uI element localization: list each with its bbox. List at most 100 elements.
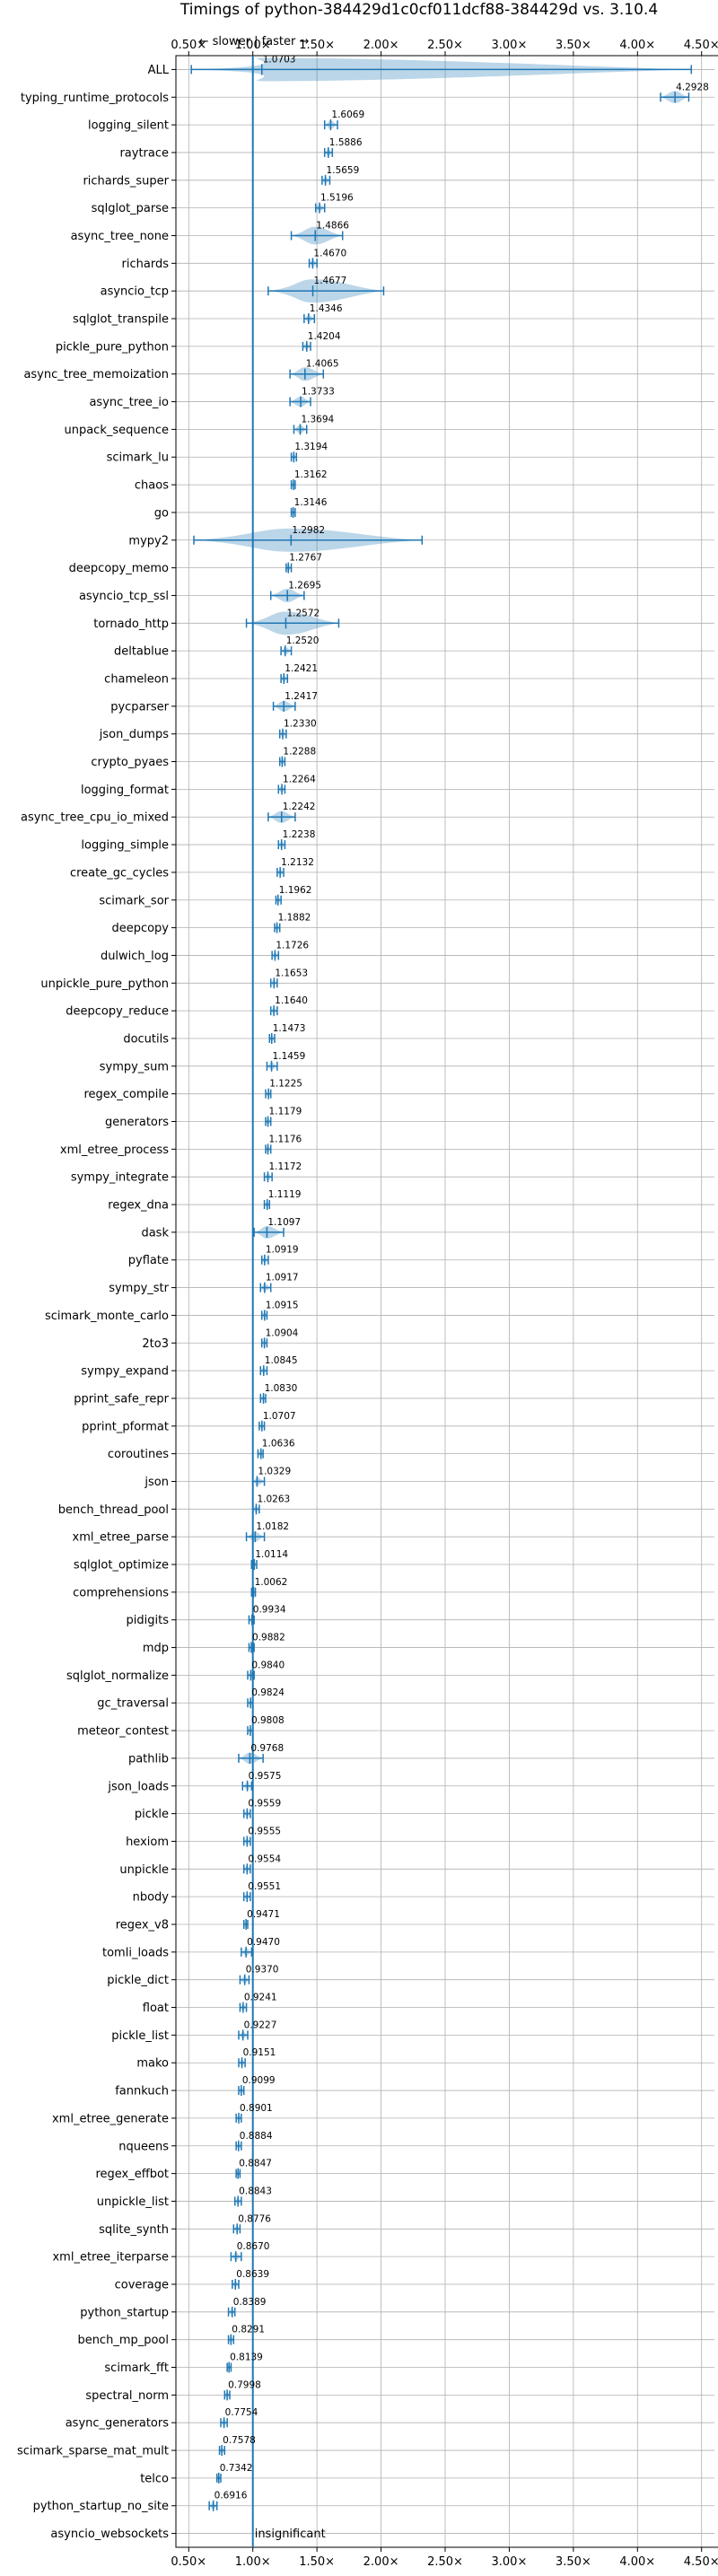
category-label: python_startup_no_site (33, 2500, 169, 2513)
category-label: pprint_pformat (82, 1420, 169, 1433)
category-label: fannkuch (115, 2085, 169, 2098)
value-label: 1.0636 (262, 1439, 295, 1450)
x-tick-label-top: 4.00× (619, 39, 655, 52)
value-label: 1.2695 (288, 580, 321, 591)
value-label: 0.8139 (230, 2353, 263, 2363)
value-label: 0.8389 (233, 2297, 267, 2308)
category-label: xml_etree_parse (73, 1531, 169, 1545)
x-tick-label-top: 3.50× (556, 39, 591, 52)
x-tick-label-bottom: 2.00× (363, 2555, 399, 2569)
category-label: logging_silent (88, 119, 169, 133)
category-label: xml_etree_process (60, 1143, 169, 1157)
value-label: 0.7754 (225, 2407, 258, 2418)
category-label: chaos (135, 479, 169, 493)
value-label: 1.6069 (331, 110, 364, 120)
direction-note: ← slower | faster → (199, 35, 310, 48)
category-label: json (144, 1476, 169, 1489)
category-label: comprehensions (73, 1586, 169, 1599)
value-label: 1.3146 (294, 497, 328, 508)
category-label: asyncio_websockets (50, 2528, 169, 2541)
category-label: spectral_norm (85, 2389, 169, 2403)
value-label: 1.0830 (265, 1383, 298, 1394)
category-label: async_tree_io (89, 396, 169, 409)
value-label: 1.2132 (281, 857, 314, 868)
value-label: 0.9551 (248, 1881, 281, 1892)
value-label: 1.0114 (255, 1549, 288, 1560)
value-label: 0.8847 (239, 2159, 272, 2169)
category-label: raytrace (119, 146, 169, 160)
category-label: richards_super (83, 174, 169, 188)
value-label: 1.4204 (308, 331, 341, 342)
value-label: 0.8884 (240, 2131, 273, 2142)
value-label: 0.9554 (248, 1853, 281, 1864)
value-label: 0.8843 (239, 2186, 272, 2196)
insignificant-label: insignificant (255, 2528, 326, 2541)
category-label: python_startup (80, 2306, 169, 2319)
value-label: 0.8291 (232, 2325, 265, 2335)
x-tick-label-top: 4.50× (684, 39, 718, 52)
value-label: 0.9151 (243, 2047, 276, 2058)
value-label: 1.2264 (283, 774, 316, 784)
labels-layer: 0.50× 0.50× 1.00× 1.00× 1.50× 1.50× 2.00× 2.00×… (17, 39, 718, 2569)
value-label: 1.2242 (283, 802, 316, 812)
value-label: 4.2928 (676, 82, 709, 92)
category-label: sqlglot_transpile (73, 313, 169, 327)
category-label: tornado_http (93, 618, 169, 631)
value-label: 0.9824 (251, 1687, 285, 1698)
category-label: mdp (143, 1642, 169, 1655)
value-label: 1.2417 (285, 691, 318, 702)
value-label: 0.9768 (250, 1743, 284, 1754)
value-label: 1.0329 (258, 1466, 291, 1476)
value-label: 1.1225 (269, 1079, 302, 1090)
category-label: scimark_sparse_mat_mult (17, 2445, 169, 2458)
value-label: 1.0904 (266, 1327, 299, 1338)
value-label: 1.1473 (273, 1023, 306, 1034)
value-label: 1.1179 (269, 1107, 302, 1117)
category-label: unpickle_pure_python (40, 977, 169, 991)
category-label: sqlglot_optimize (74, 1559, 169, 1573)
category-label: pathlib (128, 1752, 169, 1766)
category-label: deltablue (114, 645, 169, 659)
value-label: 1.0845 (265, 1355, 298, 1366)
value-label: 0.6916 (215, 2491, 248, 2502)
value-label: 0.8776 (238, 2213, 271, 2224)
value-label: 1.1097 (267, 1217, 301, 1228)
value-label: 1.5659 (327, 165, 360, 176)
value-label: 0.9227 (244, 2020, 277, 2030)
category-label: sympy_sum (100, 1060, 169, 1073)
value-label: 1.5886 (329, 137, 363, 148)
category-label: telco (140, 2472, 169, 2485)
value-label: 0.7998 (228, 2379, 261, 2390)
category-label: regex_dna (108, 1199, 169, 1213)
category-label: hexiom (126, 1836, 169, 1849)
x-tick-label-bottom: 3.50× (556, 2555, 591, 2569)
value-label: 0.9370 (246, 1965, 279, 1976)
category-label: mako (136, 2057, 169, 2071)
category-label: sympy_str (109, 1282, 169, 1295)
category-label: async_tree_cpu_io_mixed (21, 811, 169, 825)
category-label: scimark_fft (104, 2361, 169, 2375)
category-label: logging_format (81, 784, 169, 797)
category-label: dulwich_log (101, 950, 169, 963)
value-label: 1.4065 (306, 359, 339, 370)
value-label: 1.3194 (294, 442, 328, 452)
category-label: pickle_dict (107, 1974, 169, 1987)
category-label: nqueens (118, 2140, 169, 2153)
plot-frame (175, 55, 718, 2548)
category-label: pyflate (128, 1254, 169, 1267)
category-label: gc_traversal (97, 1697, 169, 1711)
value-label: 1.4677 (314, 276, 347, 286)
category-label: async_generators (66, 2417, 170, 2431)
category-label: scimark_sor (99, 894, 169, 907)
value-label: 1.0062 (255, 1577, 288, 1588)
value-label: 1.0182 (256, 1521, 289, 1532)
value-label: 0.9840 (251, 1660, 285, 1670)
category-label: nbody (133, 1891, 170, 1905)
x-tick-label-bottom: 1.00× (235, 2555, 271, 2569)
category-label: xml_etree_iterparse (52, 2251, 169, 2265)
value-label: 1.4346 (310, 303, 343, 314)
value-label: 1.0707 (263, 1411, 296, 1422)
category-label: json_loads (107, 1780, 169, 1793)
x-tick-label-top: 3.00× (492, 39, 528, 52)
value-label: 0.9934 (253, 1605, 286, 1616)
